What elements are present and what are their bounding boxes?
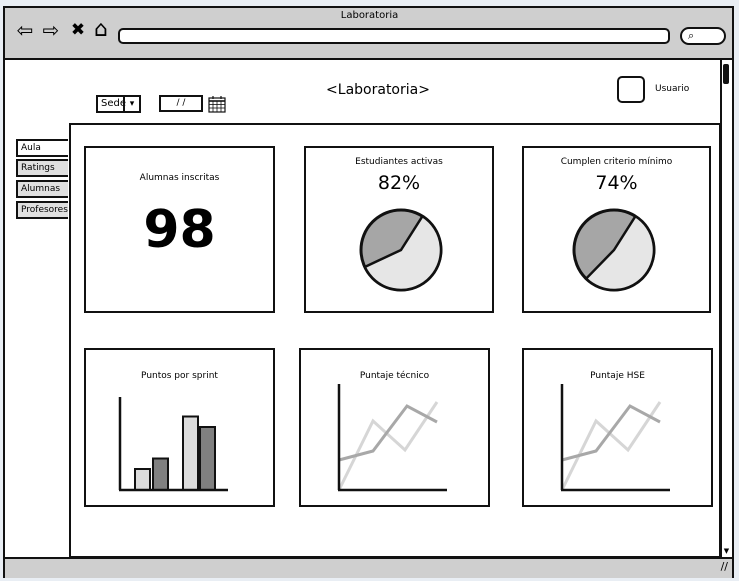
- sede-select-label: Sede: [101, 98, 126, 109]
- enrolled-card: Alumnas inscritas 98: [84, 146, 275, 313]
- card-title: Estudiantes activas: [355, 157, 443, 167]
- enrolled-count: 98: [143, 200, 216, 260]
- user-label[interactable]: Usuario: [655, 84, 690, 94]
- calendar-icon[interactable]: [208, 95, 226, 113]
- active-card: Estudiantes activas 82%: [304, 146, 494, 313]
- bar: [182, 415, 199, 491]
- bar: [152, 457, 169, 491]
- tab-label: Alumnas: [21, 184, 61, 194]
- card-title: Puntos por sprint: [141, 371, 218, 381]
- page-title: <Laboratoria>: [326, 82, 430, 98]
- tab-label: Aula: [21, 143, 41, 153]
- pie-chart: [572, 208, 656, 292]
- date-input[interactable]: / /: [159, 95, 203, 112]
- active-percent: 82%: [377, 172, 421, 194]
- technical-card: Puntaje técnico: [299, 348, 490, 507]
- bar: [199, 426, 216, 491]
- home-icon[interactable]: ⌂: [94, 17, 108, 42]
- pie-chart: [359, 208, 443, 292]
- hse-card: Puntaje HSE: [522, 348, 713, 507]
- card-title: Puntaje HSE: [590, 371, 645, 381]
- criteria-percent: 74%: [595, 172, 638, 194]
- tab-aula[interactable]: Aula: [16, 139, 68, 157]
- sede-select[interactable]: Sede ▾: [96, 95, 141, 113]
- forward-arrow-icon[interactable]: ⇨: [42, 18, 60, 42]
- pie-slice-value: [363, 214, 443, 292]
- tab-profesores[interactable]: Profesores: [16, 201, 68, 219]
- chevron-down-icon[interactable]: ▾: [123, 97, 139, 111]
- address-bar[interactable]: [118, 28, 670, 44]
- close-icon[interactable]: ✖: [70, 20, 86, 40]
- scroll-down-icon[interactable]: ▼: [723, 547, 730, 555]
- tab-alumnas[interactable]: Alumnas: [16, 180, 68, 198]
- tab-label: Ratings: [21, 163, 55, 173]
- sprint-card: Puntos por sprint: [84, 348, 275, 507]
- tab-label: Profesores: [21, 205, 68, 215]
- card-title: Alumnas inscritas: [139, 173, 220, 183]
- resize-grip-icon[interactable]: //: [720, 560, 728, 573]
- scroll-thumb[interactable]: [723, 64, 729, 84]
- vertical-scrollbar[interactable]: ▼: [720, 60, 732, 557]
- search-button[interactable]: ⌕: [680, 27, 726, 45]
- criteria-card: Cumplen criterio mínimo 74%: [522, 146, 711, 313]
- tab-ratings[interactable]: Ratings: [16, 159, 68, 177]
- bar-chart: [118, 397, 228, 492]
- bar: [134, 468, 151, 491]
- back-arrow-icon[interactable]: ⇦: [16, 18, 34, 42]
- user-avatar[interactable]: [617, 76, 645, 103]
- card-title: Puntaje técnico: [359, 371, 430, 381]
- window-title: Laboratoria: [340, 10, 399, 21]
- series-line: [561, 404, 661, 462]
- status-bar: //: [5, 557, 732, 578]
- pie-slice-value: [584, 214, 656, 292]
- line-chart: [337, 384, 447, 492]
- card-title: Cumplen criterio mínimo: [560, 157, 673, 167]
- search-icon: ⌕: [688, 29, 695, 42]
- series-line: [338, 404, 438, 462]
- line-chart: [560, 384, 670, 492]
